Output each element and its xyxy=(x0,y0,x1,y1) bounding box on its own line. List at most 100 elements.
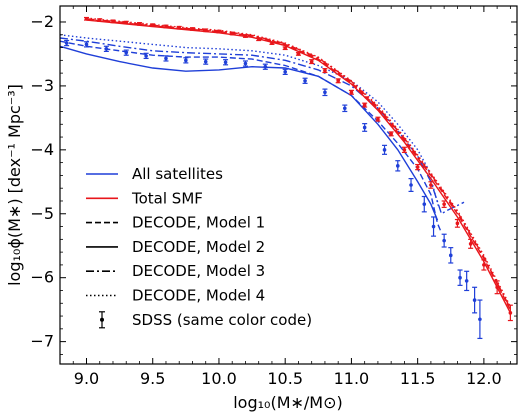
y-tick-label: −7 xyxy=(30,332,54,351)
sdss-point-satellites-tail xyxy=(464,270,470,292)
legend-item: DECODE, Model 1 xyxy=(86,214,265,232)
data-point xyxy=(164,24,168,29)
x-tick-label: 11.0 xyxy=(334,369,370,388)
data-point xyxy=(84,42,89,47)
data-point xyxy=(472,298,477,302)
sdss-point-total xyxy=(242,34,248,38)
data-point xyxy=(270,41,274,45)
data-point xyxy=(150,23,155,27)
data-point xyxy=(177,25,182,30)
data-point xyxy=(263,64,268,69)
sdss-point-satellites xyxy=(408,178,414,192)
legend-item: DECODE, Model 2 xyxy=(86,238,265,256)
sdss-point-satellites-tail xyxy=(472,286,478,314)
sdss-point-total xyxy=(507,304,513,322)
sdss-point-total xyxy=(203,28,209,33)
data-point xyxy=(382,148,387,152)
data-point xyxy=(256,37,261,42)
data-point xyxy=(323,68,327,73)
sdss-point-satellites xyxy=(203,58,209,65)
sdss-point-total xyxy=(348,89,354,95)
data-point xyxy=(124,20,129,25)
data-point xyxy=(376,117,380,121)
data-point xyxy=(478,317,482,322)
sdss-point-satellites xyxy=(223,59,229,66)
series-satellites-model-2 xyxy=(59,45,439,221)
data-point xyxy=(184,58,188,63)
data-point xyxy=(203,28,208,33)
x-tick-label: 12.0 xyxy=(466,369,502,388)
data-point xyxy=(97,18,102,22)
sdss-point-total xyxy=(189,27,195,31)
y-tick-label: −3 xyxy=(30,76,54,95)
data-point xyxy=(422,202,427,206)
data-point xyxy=(342,106,347,111)
sdss-point-total xyxy=(163,24,169,29)
data-point xyxy=(468,242,473,246)
y-tick-label: −6 xyxy=(30,268,54,287)
data-point xyxy=(203,59,208,64)
legend-label: DECODE, Model 1 xyxy=(132,214,265,232)
sdss-point-total xyxy=(428,181,434,189)
sdss-point-satellites xyxy=(282,68,288,76)
sdss-point-satellites xyxy=(362,123,368,132)
legend-label: Total SMF xyxy=(131,189,203,207)
y-tick-label: −4 xyxy=(30,140,54,159)
data-point xyxy=(464,279,469,283)
sdss-point-total xyxy=(309,59,315,65)
data-point xyxy=(442,238,446,243)
data-point xyxy=(223,60,228,65)
y-tick-label: −5 xyxy=(30,204,54,223)
x-tick-label: 10.5 xyxy=(267,369,303,388)
data-point xyxy=(283,70,287,74)
sdss-point-satellites xyxy=(123,49,129,56)
data-point xyxy=(309,59,314,64)
data-point xyxy=(323,90,327,95)
sdss-point-total xyxy=(83,16,89,21)
sdss-point-total xyxy=(322,68,328,74)
sdss-point-total xyxy=(362,102,368,108)
data-point xyxy=(362,103,367,107)
data-point xyxy=(429,183,433,187)
series-total-model-4 xyxy=(86,17,512,307)
data-point xyxy=(402,148,407,152)
data-point xyxy=(448,253,453,258)
data-point xyxy=(395,164,400,168)
y-axis: −2 −3 −4 −5 −6 −7 xyxy=(30,12,517,355)
sdss-point-satellites xyxy=(143,52,149,60)
sdss-point-total xyxy=(216,29,222,34)
sdss-point-total xyxy=(282,46,288,51)
data-point xyxy=(243,61,248,66)
legend-item: SDSS (same color code) xyxy=(99,311,312,329)
sdss-point-satellites xyxy=(183,57,189,64)
data-point xyxy=(389,132,393,136)
data-point xyxy=(349,90,354,95)
data-point xyxy=(84,16,89,21)
sdss-point-total xyxy=(388,131,394,137)
x-axis: 9.0 9.5 10.0 10.5 11.0 11.5 12.0 xyxy=(72,6,511,388)
data-point xyxy=(243,34,248,38)
data-point xyxy=(144,54,148,58)
legend-item: DECODE, Model 4 xyxy=(86,287,265,305)
sdss-point-total xyxy=(123,20,129,25)
sdss-point-total xyxy=(295,52,301,56)
sdss-point-total xyxy=(494,280,500,295)
sdss-point-total xyxy=(454,218,460,228)
sdss-point-satellites xyxy=(262,63,268,70)
data-point xyxy=(124,50,129,55)
sdss-point-total xyxy=(335,78,341,84)
y-tick-label: −2 xyxy=(30,12,54,31)
data-point xyxy=(190,27,195,31)
data-point xyxy=(137,22,142,26)
x-axis-label: log₁₀(M∗/M⊙) xyxy=(233,393,343,412)
sdss-point-satellites xyxy=(83,41,89,48)
sdss-point-total xyxy=(401,146,407,153)
data-point xyxy=(164,56,168,61)
data-point xyxy=(336,78,340,83)
series-satellites-model-1 xyxy=(59,40,443,234)
sdss-point-total xyxy=(256,37,262,42)
plot-frame xyxy=(59,5,518,365)
sdss-point-satellites xyxy=(421,195,427,213)
